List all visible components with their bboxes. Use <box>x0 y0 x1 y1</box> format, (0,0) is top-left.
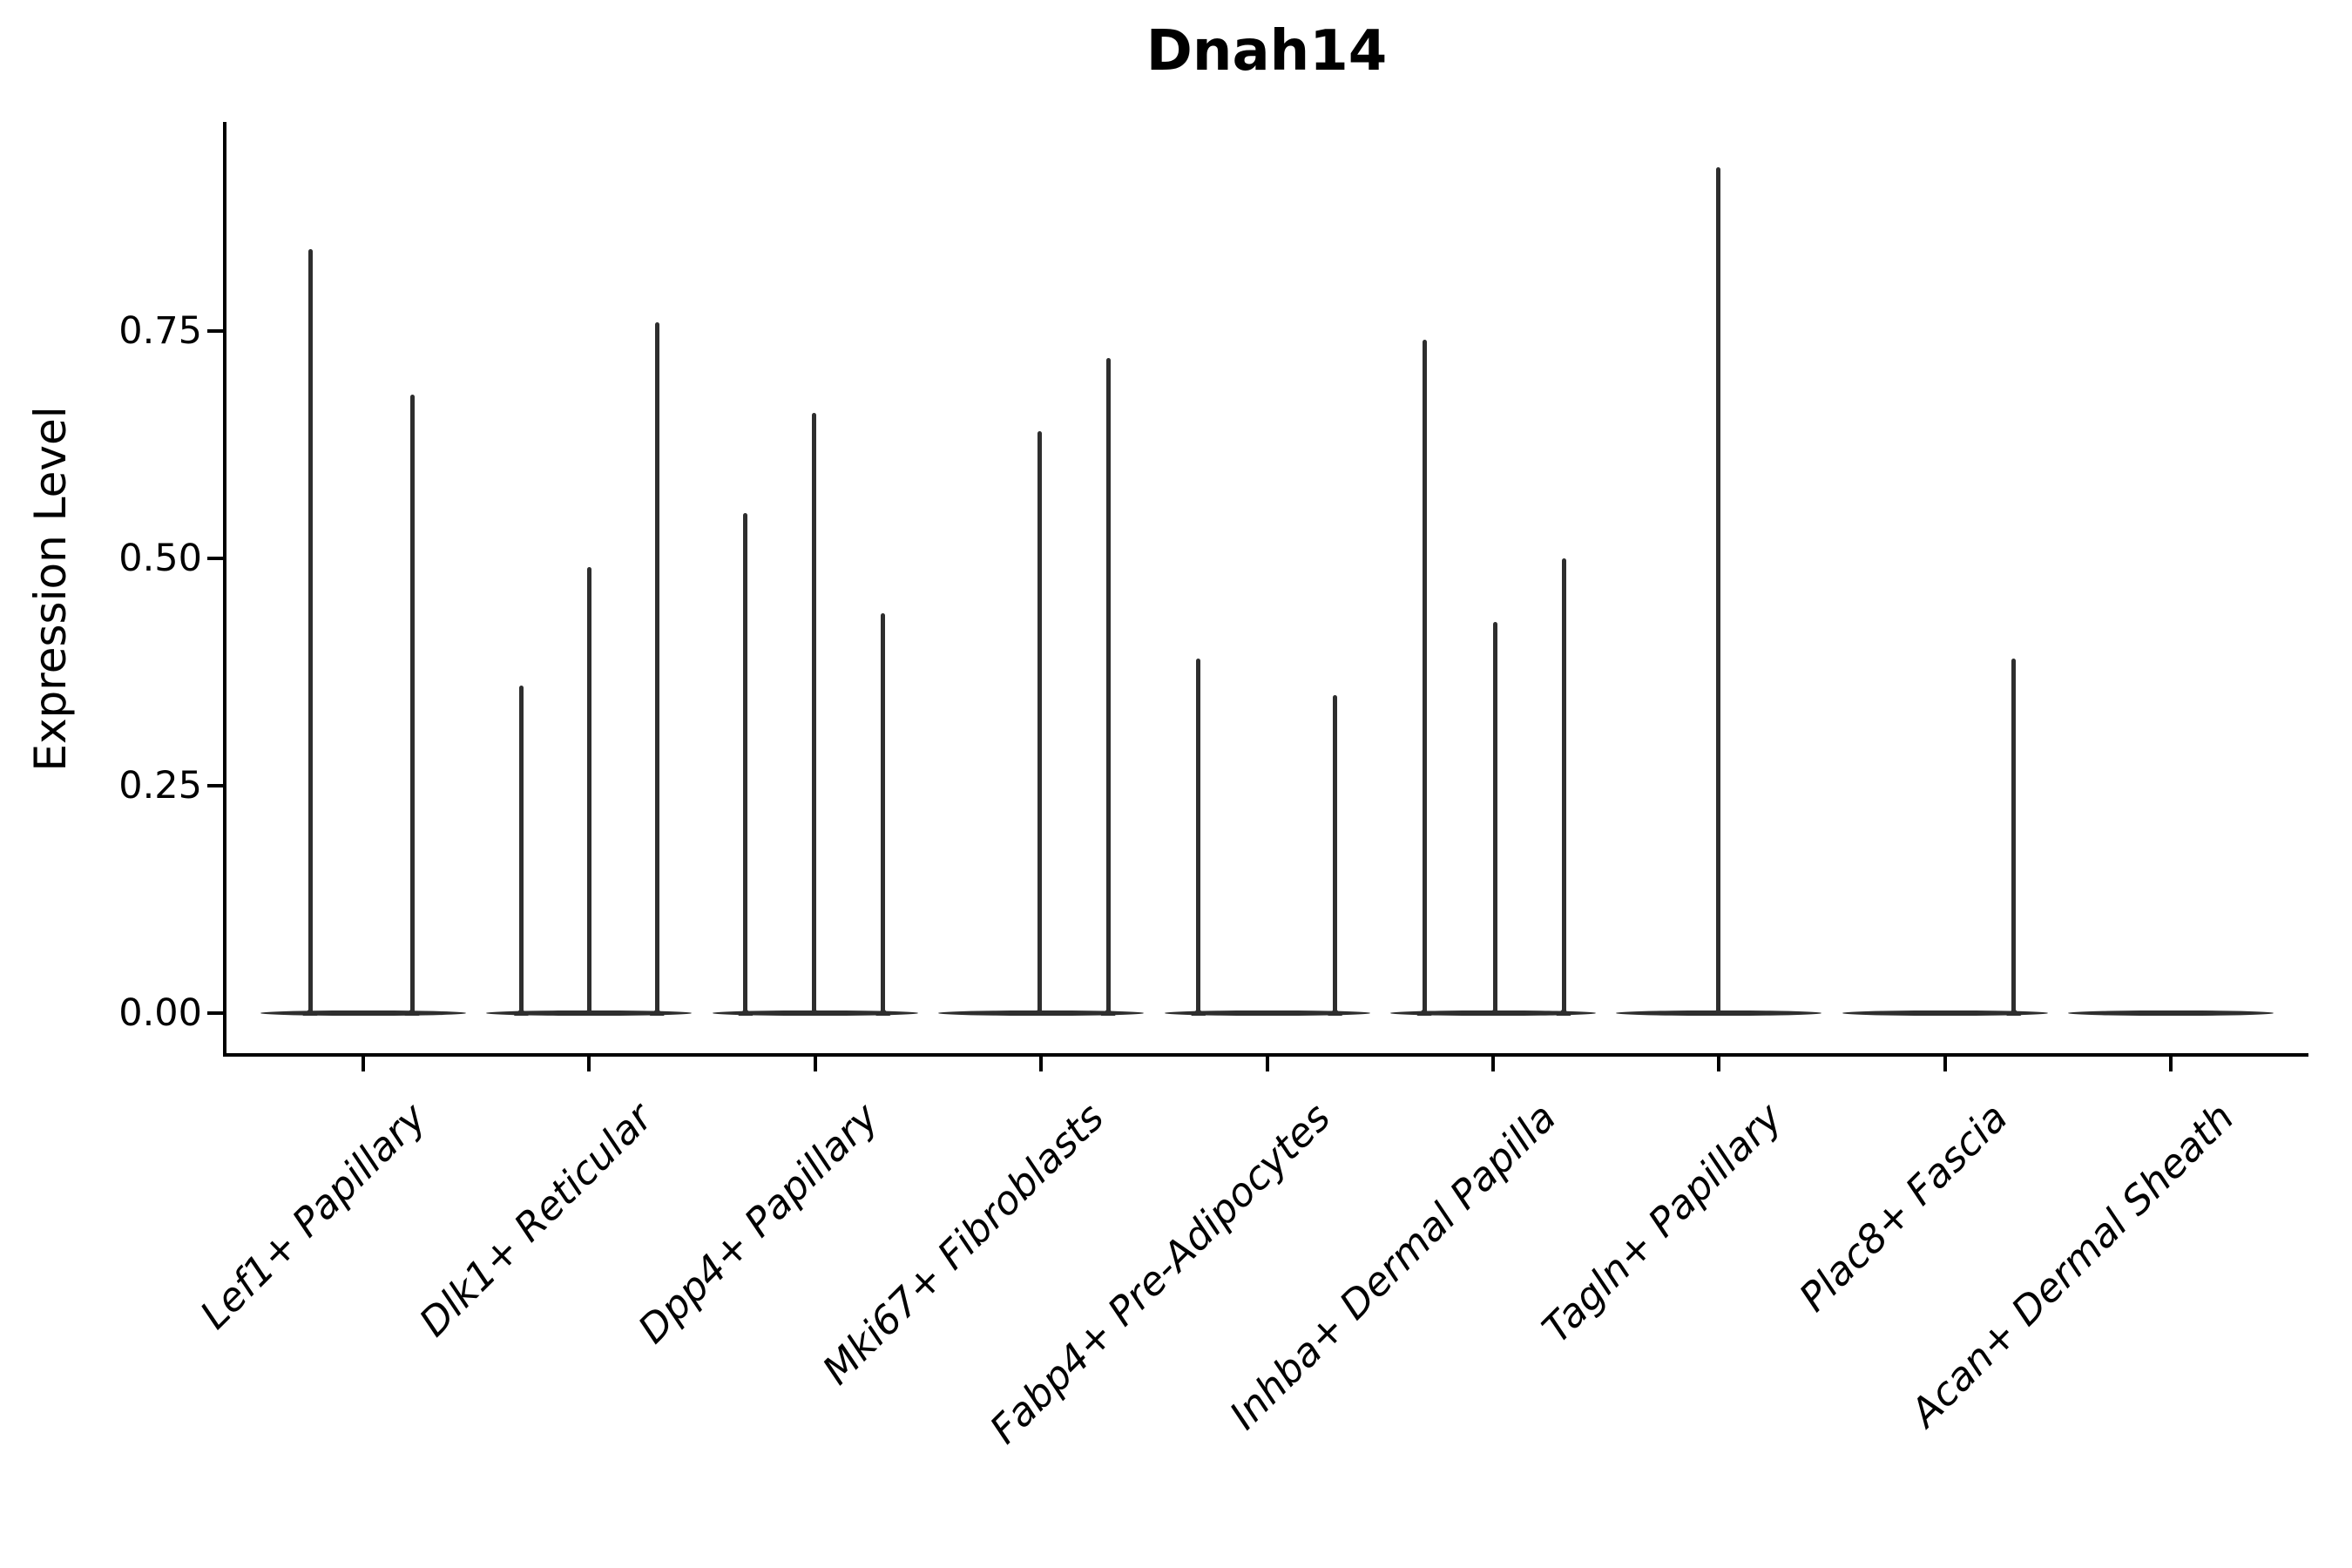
x-tick-label: Dpp4+ Papillary <box>629 1094 888 1353</box>
x-tick-label: Dlk1+ Reticular <box>409 1094 661 1346</box>
violin-spike-base <box>513 1007 529 1016</box>
violin-spike-base <box>875 1007 891 1016</box>
y-tick-mark <box>207 557 223 560</box>
violin-baseline <box>1164 1010 1370 1016</box>
violin-spike-base <box>404 1007 420 1016</box>
violin-spike <box>1556 558 1571 1016</box>
violin-baseline <box>260 1010 466 1016</box>
x-tick-mark <box>1717 1057 1721 1071</box>
violin-spike <box>1710 167 1726 1016</box>
violin-spike-base <box>807 1007 822 1016</box>
violin-spike-base <box>738 1007 754 1016</box>
y-axis-label: Expression Level <box>25 406 76 772</box>
violin-spike-base <box>1710 1007 1726 1016</box>
x-tick-mark <box>2169 1057 2173 1071</box>
x-tick-mark <box>1039 1057 1044 1071</box>
x-tick-mark <box>813 1057 817 1071</box>
y-tick-label: 0.00 <box>118 991 202 1035</box>
x-tick-mark <box>362 1057 365 1071</box>
violin-spike <box>2006 658 2022 1016</box>
y-tick-label: 0.50 <box>118 537 202 580</box>
violin-spike <box>1031 430 1047 1016</box>
violin-spike <box>513 686 529 1016</box>
violin-spike-base <box>1191 1007 1206 1016</box>
y-tick-label: 0.75 <box>118 309 202 353</box>
violin-spike-base <box>2006 1007 2022 1016</box>
violin-spike <box>1100 358 1116 1016</box>
violin-spike <box>807 412 822 1016</box>
violin-spike-base <box>1416 1007 1432 1016</box>
violin-spike-base <box>1328 1007 1343 1016</box>
violin-spike <box>875 612 891 1016</box>
x-tick-mark <box>1265 1057 1269 1071</box>
violin-spike-base <box>649 1007 665 1016</box>
violin-spike <box>1487 622 1503 1016</box>
y-axis-spine <box>223 122 226 1057</box>
violin-spike-base <box>581 1007 597 1016</box>
violin-spike <box>738 512 754 1016</box>
violin-spike-base <box>1556 1008 1571 1016</box>
violin-spike <box>404 395 420 1016</box>
chart-title: Dnah14 <box>1146 19 1388 84</box>
x-tick-mark <box>587 1057 591 1071</box>
x-tick-label: Tagln+ Papillary <box>1533 1094 1791 1352</box>
violin-spike <box>1328 694 1343 1016</box>
y-tick-label: 0.25 <box>118 764 202 808</box>
violin-baseline <box>2068 1010 2274 1016</box>
x-tick-label: Lef1+ Papillary <box>191 1094 436 1338</box>
violin-spike <box>1191 658 1206 1016</box>
y-tick-mark <box>207 329 223 333</box>
violin-baseline <box>1842 1010 2048 1016</box>
y-tick-mark <box>207 784 223 787</box>
violin-spike-base <box>1487 1007 1503 1016</box>
violin-spike <box>649 321 665 1016</box>
violin-spike <box>1416 340 1432 1016</box>
violin-spike <box>581 567 597 1016</box>
violin-spike-base <box>302 1007 318 1016</box>
x-tick-mark <box>1491 1057 1495 1071</box>
x-tick-mark <box>1943 1057 1947 1071</box>
violin-spike-base <box>1031 1007 1047 1016</box>
violin-spike-base <box>1100 1007 1116 1016</box>
x-tick-label: Plac8+ Fascia <box>1790 1094 2017 1321</box>
y-tick-mark <box>207 1011 223 1015</box>
x-axis-spine <box>223 1053 2308 1057</box>
violin-spike <box>302 249 318 1016</box>
